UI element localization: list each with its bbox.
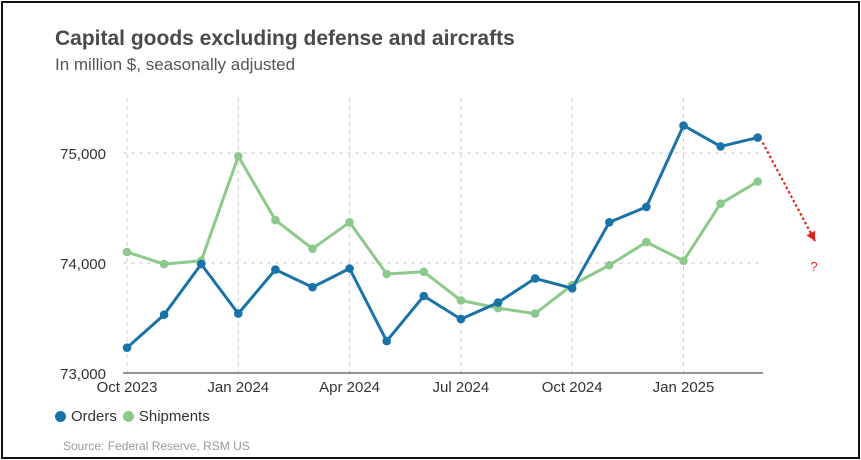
shipments-data-point [345, 218, 354, 227]
source-note: Source: Federal Reserve, RSM US [63, 439, 250, 453]
legend: Orders Shipments [55, 408, 216, 425]
orders-data-point [753, 133, 762, 142]
orders-data-point [605, 218, 614, 227]
orders-data-point [271, 265, 280, 274]
chart-title: Capital goods excluding defense and airc… [55, 27, 515, 50]
shipments-data-point [456, 296, 466, 305]
y-tick-label: 74,000 [60, 256, 106, 273]
shipments-data-point [642, 237, 651, 247]
orders-data-point [456, 314, 466, 324]
orders-data-point [530, 274, 540, 283]
shipments-data-point [716, 199, 725, 208]
orders-data-point [567, 284, 577, 293]
legend-item-orders: Orders [55, 408, 117, 425]
chart-subtitle: In million $, seasonally adjusted [55, 55, 296, 74]
shipments-data-point [605, 260, 614, 270]
shipments-data-point [419, 267, 429, 277]
legend-item-shipments: Shipments [122, 408, 210, 425]
x-tick-label: Jul 2024 [433, 379, 490, 396]
x-tick-label: Oct 2024 [542, 379, 603, 396]
orders-data-point [196, 259, 206, 269]
x-tick-label: Jan 2025 [653, 379, 715, 396]
x-tick-label: Apr 2024 [319, 379, 380, 396]
orders-data-point [308, 282, 317, 292]
orders-data-point [716, 142, 725, 151]
shipments-data-point [530, 309, 540, 318]
shipments-data-point [382, 269, 392, 279]
projection-arrow-line [761, 142, 816, 242]
shipments-data-point [753, 177, 762, 186]
shipments-legend-dot-icon [122, 411, 134, 422]
y-tick-label: 75,000 [60, 146, 106, 163]
orders-data-point [382, 336, 392, 346]
legend-label-orders: Orders [71, 408, 117, 425]
orders-series-line [126, 124, 759, 349]
arrowhead-icon [806, 230, 816, 241]
y-tick-label: 73,000 [60, 366, 106, 383]
x-tick-label: Oct 2023 [97, 379, 158, 396]
orders-data-point [345, 264, 354, 273]
shipments-data-point [122, 247, 132, 257]
orders-data-point [159, 310, 169, 320]
orders-legend-dot-icon [55, 411, 66, 422]
orders-data-point [419, 291, 429, 301]
shipments-data-point [271, 215, 280, 225]
orders-data-point [679, 121, 688, 130]
line-chart: 73,000 74,000 75,000 Oct 2023 Jan 2024 Apr 20… [60, 98, 818, 396]
orders-data-point [493, 298, 503, 307]
shipments-data-point [308, 244, 317, 253]
orders-data-point [122, 343, 132, 353]
shipments-data-point [679, 256, 688, 266]
orders-data-point [642, 202, 651, 212]
annotation-question-mark: ? [810, 259, 817, 274]
orders-data-point [234, 309, 243, 318]
legend-label-shipments: Shipments [138, 408, 210, 425]
shipments-series-line [126, 154, 759, 316]
x-tick-label: Jan 2024 [207, 379, 269, 396]
shipments-data-point [159, 259, 169, 269]
shipments-data-point [234, 152, 243, 161]
